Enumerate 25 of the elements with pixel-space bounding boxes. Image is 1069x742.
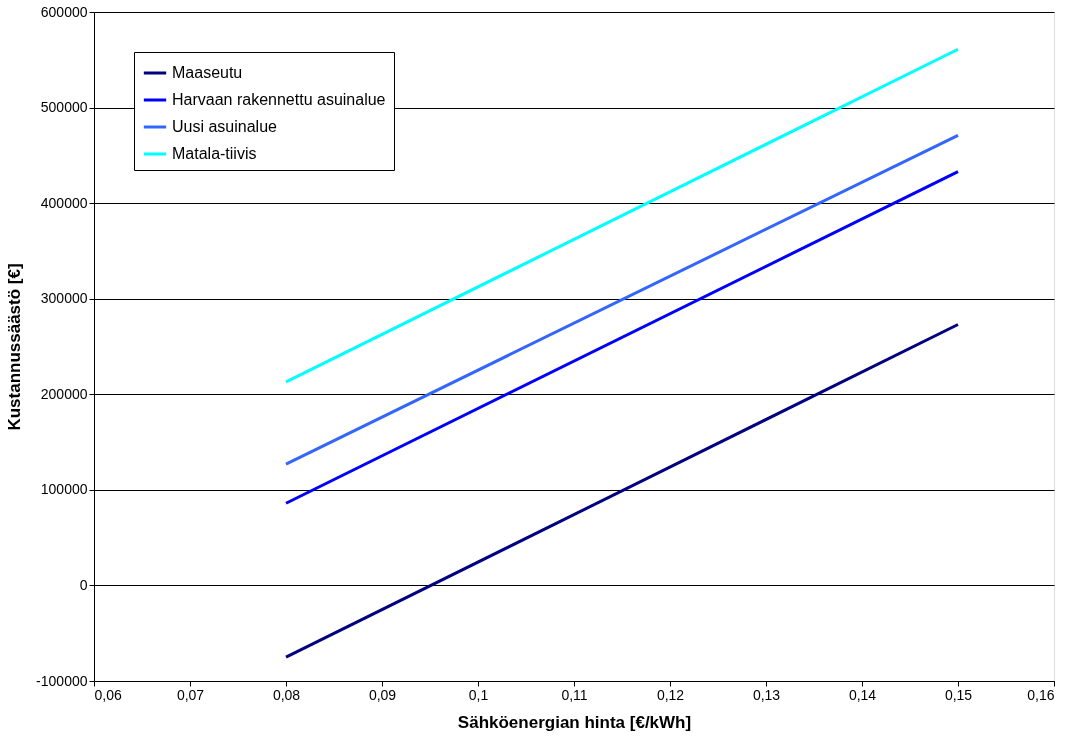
- y-tick-label: 200000: [40, 385, 88, 402]
- x-tick-label: 0,16: [1027, 686, 1055, 703]
- x-tick-label: 0,15: [944, 686, 973, 703]
- x-tick-label: 0,11: [561, 686, 588, 703]
- legend-label: Uusi asuinalue: [172, 118, 278, 135]
- y-tick-label: 400000: [40, 194, 88, 211]
- legend-label: Harvaan rakennettu asuinalue: [172, 91, 386, 108]
- y-tick-label: 100000: [40, 481, 88, 498]
- y-tick-label: 600000: [40, 3, 88, 20]
- y-tick-label: 0: [79, 576, 88, 593]
- x-tick-label: 0,08: [272, 686, 301, 703]
- y-tick-label: 500000: [40, 99, 88, 116]
- x-tick-label: 0,09: [368, 686, 397, 703]
- x-tick-label: 0,12: [656, 686, 685, 703]
- y-tick-label: -100000: [36, 672, 88, 689]
- x-axis-title: Sähköenergian hinta [€/kWh]: [457, 712, 692, 732]
- x-tick-label: 0,1: [468, 686, 489, 703]
- x-tick-label: 0,06: [94, 686, 122, 703]
- legend-label: Maaseutu: [172, 64, 243, 81]
- y-tick-label: 300000: [40, 290, 88, 307]
- x-tick-label: 0,14: [848, 686, 877, 703]
- y-axis-title: Kustannussäästö [€]: [5, 263, 25, 431]
- x-tick-label: 0,13: [752, 686, 781, 703]
- legend-label: Matala-tiivis: [172, 145, 257, 162]
- x-tick-label: 0,07: [176, 686, 205, 703]
